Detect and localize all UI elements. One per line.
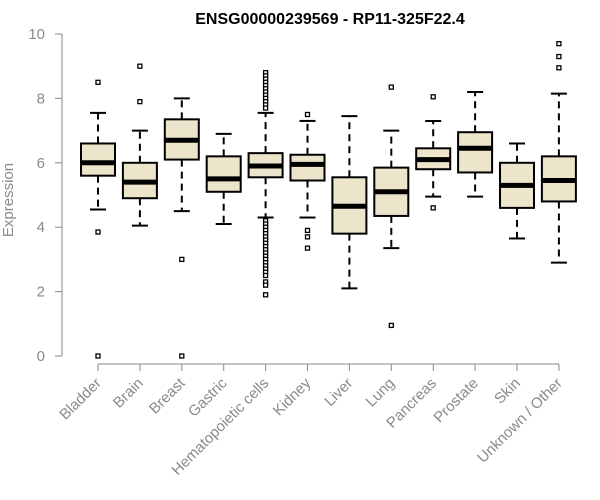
x-tick-label: Prostate — [430, 375, 482, 427]
x-tick-label: Lung — [363, 375, 399, 411]
y-axis-label: Expression — [0, 163, 17, 237]
outlier-point — [262, 272, 269, 279]
x-tick-label: Brain — [110, 375, 147, 412]
outlier-point — [388, 84, 394, 90]
y-tick-label: 4 — [37, 219, 45, 236]
outlier-point — [95, 353, 101, 359]
box-hematopoietic-cells — [247, 69, 284, 298]
outlier-point — [137, 63, 143, 69]
outlier-point — [262, 292, 269, 298]
outlier-point — [179, 256, 185, 263]
outlier-point — [304, 227, 311, 234]
chart-title: ENSG00000239569 - RP11-325F22.4 — [195, 11, 465, 28]
outlier-point — [262, 105, 269, 111]
y-tick-label: 6 — [37, 155, 45, 172]
outlier-point — [95, 79, 101, 85]
x-tick-label: Breast — [146, 374, 189, 417]
box-skin — [499, 142, 535, 240]
y-tick-label: 8 — [37, 90, 45, 107]
box-breast — [163, 97, 200, 359]
box-kidney — [289, 111, 326, 251]
x-tick-label: Kidney — [270, 374, 315, 419]
box-liver — [331, 115, 368, 290]
outlier-point — [556, 65, 562, 71]
box-brain — [121, 63, 158, 227]
iqr-box — [457, 131, 494, 174]
box-lung — [373, 84, 410, 329]
box-prostate — [457, 90, 494, 198]
x-tick-label: Skin — [491, 375, 524, 408]
outlier-point — [95, 229, 101, 235]
y-tick-label: 2 — [37, 284, 45, 301]
y-axis: 0 2 4 6 8 10 — [28, 26, 63, 365]
outlier-point — [262, 282, 269, 288]
iqr-box — [289, 153, 326, 182]
iqr-box — [205, 155, 242, 193]
x-tick-label: Bladder — [56, 375, 105, 424]
outlier-point — [556, 41, 562, 47]
outlier-point — [388, 322, 394, 329]
boxes-group — [80, 41, 577, 359]
iqr-box — [80, 142, 116, 177]
box-gastric — [205, 132, 242, 225]
y-tick-label: 10 — [28, 26, 45, 43]
y-tick-label: 0 — [37, 348, 45, 365]
outlier-point — [304, 234, 311, 240]
outlier-point — [556, 53, 562, 60]
box-pancreas — [415, 94, 452, 211]
outlier-point — [430, 94, 436, 100]
outlier-point — [430, 205, 436, 211]
box-unknown-other — [540, 41, 577, 264]
outlier-point — [179, 353, 185, 359]
outlier-point — [137, 98, 143, 105]
x-tick-label: Liver — [321, 375, 356, 410]
box-bladder — [80, 79, 116, 359]
outlier-point — [304, 111, 311, 118]
outlier-point — [304, 245, 311, 251]
